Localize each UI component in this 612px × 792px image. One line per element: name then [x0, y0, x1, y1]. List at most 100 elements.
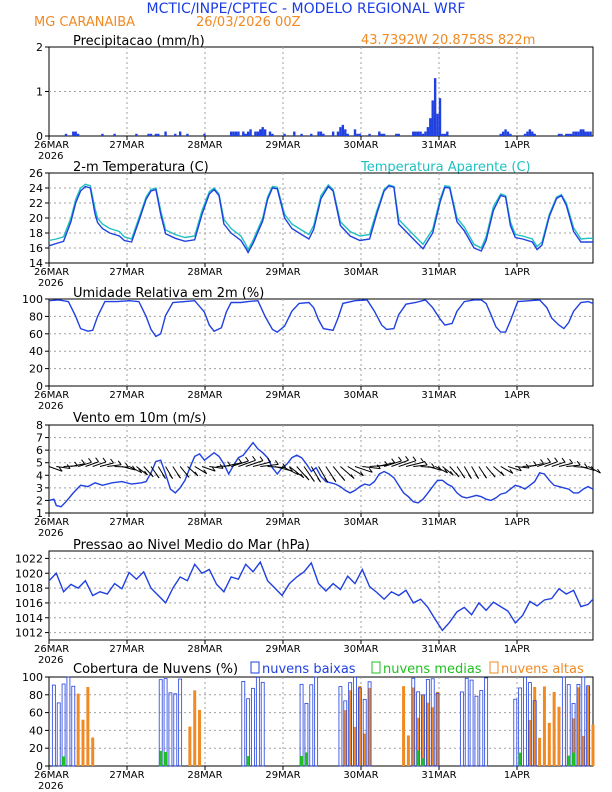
x-tick-label: 1APR [504, 770, 530, 781]
x-tick-label: 1APR [504, 140, 530, 151]
cloud-low-bar [178, 678, 183, 767]
cloud-low-bar [367, 681, 372, 767]
precip-bar [113, 133, 116, 136]
y-tick-label: 20 [29, 742, 43, 755]
precip-bar [322, 133, 325, 136]
cloud-low-bar [246, 698, 251, 767]
precip-bar [254, 131, 257, 136]
cloud-high-bar [353, 726, 357, 766]
y-tick-label: 4 [36, 469, 43, 482]
y-tick-label: 24 [29, 182, 43, 195]
precip-bar [436, 113, 439, 136]
precip-bar [557, 133, 561, 136]
precip-bar [268, 131, 272, 136]
x-year-label: 2026 [38, 401, 63, 412]
y-tick-label: 16 [29, 242, 43, 255]
precip-bar [336, 131, 340, 136]
cloud-low-bar [484, 677, 489, 767]
plot-frame [48, 298, 594, 387]
cloud-low-bar [435, 692, 440, 767]
precip-bar [358, 133, 362, 136]
x-tick-label: 27MAR [109, 770, 144, 781]
cloud-mid-bar [159, 750, 163, 766]
precip-bar [446, 131, 449, 136]
x-tick-label: 27MAR [109, 644, 144, 655]
precip-bar [441, 133, 444, 136]
precip-bar [572, 131, 575, 136]
wind-barb-flag [125, 462, 129, 468]
precip-bar [101, 133, 104, 136]
precip-bar [579, 129, 583, 136]
x-year-label: 2026 [38, 151, 63, 162]
temperatura-aparente-line [48, 183, 593, 252]
precip-bar [565, 133, 568, 136]
x-tick-label: 28MAR [187, 644, 222, 655]
cloud-panel: Cobertura de Nuvens (%) nuvens baixas nu… [22, 661, 595, 792]
wind-barb-flag [203, 469, 208, 475]
legend-high-swatch [489, 661, 499, 674]
precip-bar [380, 133, 383, 136]
cloud-high-bar [363, 733, 367, 766]
x-year-label: 2026 [38, 655, 63, 666]
wind-barb-flag [185, 473, 190, 478]
wind-barb-flag [359, 471, 364, 477]
cloud-high-bar [572, 718, 576, 766]
wind-barb [434, 466, 448, 474]
y-tick-label: 40 [29, 345, 43, 358]
wind-barb [536, 461, 551, 467]
x-tick-label: 26MAR [34, 517, 69, 528]
x-tick-label: 30MAR [343, 770, 378, 781]
y-tick-label: 20 [29, 212, 43, 225]
wind-barb-flag [324, 477, 329, 483]
temperature-panel: 2-m Temperatura (C) Temperatura Aparente… [29, 160, 594, 289]
wind-barb-flag [88, 458, 92, 463]
wind-barb [398, 460, 417, 467]
y-tick-label: 0 [36, 760, 43, 773]
wind-barb-flag [117, 460, 122, 466]
cloud-high-bar [86, 687, 90, 766]
cloud-low-bar [479, 690, 484, 767]
2-m-temperatura-line [48, 185, 593, 254]
precip-bar [246, 131, 250, 136]
x-tick-label: 29MAR [265, 644, 300, 655]
wind-barb-flag [81, 459, 85, 465]
legend-high-label: nuvens altas [501, 662, 584, 677]
cloud-high-bar [421, 694, 425, 766]
cloud-mid-bar [300, 756, 304, 766]
wind-barb [230, 460, 249, 467]
plot-frame [48, 676, 594, 767]
cloud-low-bar [425, 679, 430, 767]
cloud-title: Cobertura de Nuvens (%) [73, 662, 238, 677]
precip-bar [237, 131, 240, 136]
wind-barb-flag [305, 475, 310, 481]
wind-barb [587, 466, 601, 474]
x-tick-label: 31MAR [421, 140, 456, 151]
wind-barb-flag [155, 473, 160, 479]
cloud-low-bar [464, 677, 469, 767]
precip-bar [234, 131, 238, 136]
x-year-label: 2026 [38, 528, 63, 539]
wind-barb [340, 466, 355, 479]
precip-bar [501, 131, 505, 136]
cloud-high-bar [406, 735, 410, 766]
cloud-low-bar [532, 700, 537, 767]
cloud-high-bar [591, 724, 595, 766]
precip-bar [433, 78, 437, 136]
cloud-high-bar [368, 687, 372, 766]
wind-barb-flag [300, 473, 305, 479]
wind-barb-flag [444, 468, 448, 474]
precip-bar [259, 129, 262, 136]
precip-bar [419, 131, 422, 136]
wind-barb-flag [391, 458, 396, 463]
wind-barb-flag [341, 476, 346, 481]
wind-barb [515, 465, 530, 469]
precip-bar [339, 127, 342, 136]
cloud-low-bar [299, 683, 304, 767]
cloud-low-bar [513, 698, 518, 767]
precip-bar [574, 131, 578, 136]
x-tick-label: 30MAR [343, 644, 378, 655]
y-tick-label: 40 [29, 724, 43, 737]
precip-bar [429, 118, 432, 136]
wind-barb [427, 466, 442, 471]
wind-barb-flag [162, 474, 166, 479]
